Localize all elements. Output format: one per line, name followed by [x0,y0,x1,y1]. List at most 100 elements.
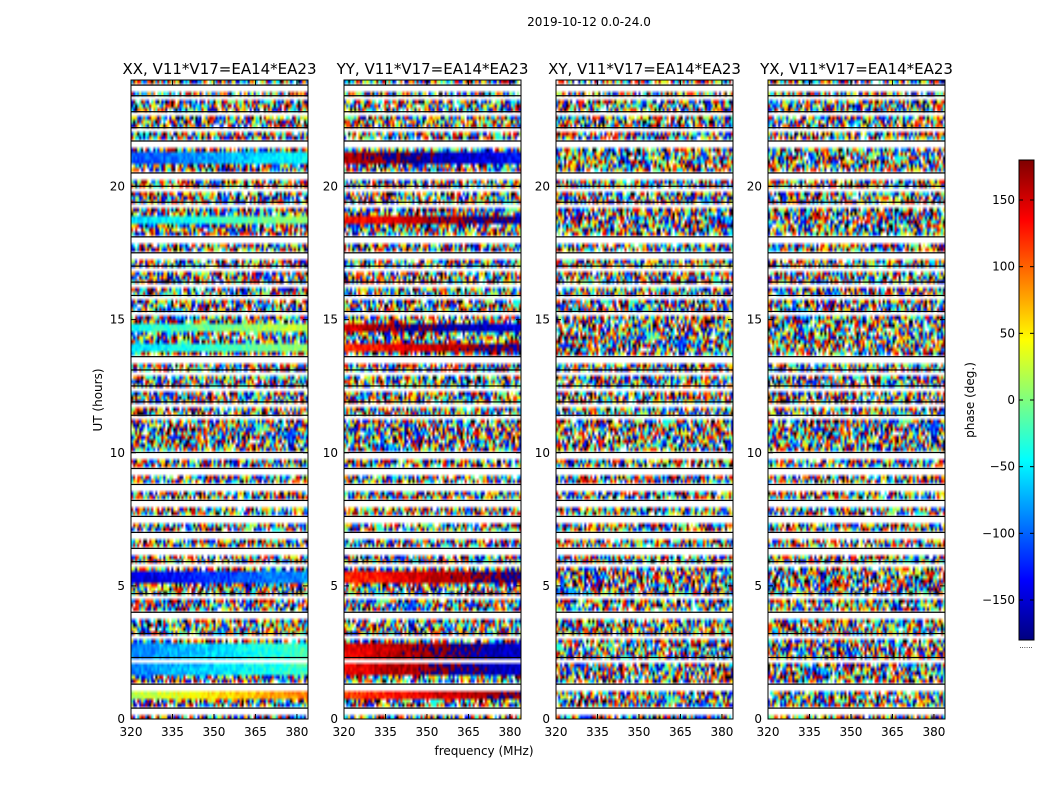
panel-3-row-edge-21 [556,281,733,283]
panel-1-row-edge-21 [131,281,308,283]
panel-3-row-edge-16 [556,385,733,387]
panel-4-row-edge-27 [768,172,945,174]
colorbar-tick-label: 0 [1007,393,1015,407]
panel-4-row-edge-7 [768,547,945,549]
panel-3-row-edge-14 [556,414,733,416]
y-tick-label: 10 [747,446,762,460]
panel-1-row-edge-26 [131,185,308,187]
panel-3-row-edge-12 [556,467,733,470]
panel-4-row-edge-5 [768,593,945,595]
y-tick-label: 5 [117,579,125,593]
panel-1-row-edge-27 [131,172,308,174]
x-tick-label: 365 [669,725,692,739]
panel-1: XX, V11*V17=EA14*EA23 320 335 350 365 380 0 5 10… [110,60,317,739]
panel-3-row-edge-10 [556,499,733,502]
panel-3-row-edge-15 [556,401,733,403]
panel-1-row-edge-9 [131,515,308,518]
y-tick-label: 20 [535,180,550,194]
panel-3-row-edge-19 [556,310,733,312]
panel-3-row-edge-8 [556,531,733,533]
panel-1-row-edge-3 [131,632,308,635]
panel-3-row-edge-3 [556,632,733,635]
panel-3-frame [555,79,734,720]
panel-3-row-edge-6 [556,561,733,563]
panel-2-row-edge-28 [344,140,521,142]
panel-4-row-edge-11 [768,483,945,486]
x-tick-label: 335 [374,725,397,739]
panel-2-row-edge-31 [344,95,521,97]
colorbar-label: phase (deg.) [963,362,977,438]
panel-4-row-edge-17 [768,369,945,371]
x-tick-label: 320 [757,725,780,739]
panel-3-row-edge-0 [556,707,733,709]
panel-1-row-edge-18 [131,356,308,358]
panel-2-row-edge-20 [344,294,521,297]
y-tick-label: 0 [542,712,550,726]
panel-4-row-edge-28 [768,140,945,142]
panel-4-row-edge-18 [768,356,945,358]
panel-2-row-edge-3 [344,632,521,635]
panel-2-row-edge-10 [344,499,521,502]
panel-2-row-edge-19 [344,310,521,312]
y-tick-label: 0 [754,712,762,726]
y-tick-label: 10 [110,446,125,460]
panel-4: YX, V11*V17=EA14*EA23 320 335 350 365 380 0 5 10… [747,60,953,739]
panel-2-row-edge-16 [344,385,521,387]
colorbar-tick-label: 50 [1000,326,1015,340]
panel-2-row-edge-21 [344,281,521,283]
panel-4-row-edge-21 [768,281,945,283]
colorbar-tick-label: −100 [982,526,1015,540]
panel-1-title: XX, V11*V17=EA14*EA23 [122,60,316,78]
panel-2-row-edge-12 [344,467,521,470]
panel-4-row-edge-3 [768,632,945,635]
panel-1-row-edge-5 [131,593,308,595]
panel-1-heatmap [131,80,308,719]
x-tick-label: 380 [710,725,733,739]
panel-1-row-edge-13 [131,451,308,454]
panel-2-row-edge-7 [344,547,521,549]
panel-2-row-edge-13 [344,451,521,454]
panel-4-row-edge-4 [768,611,945,613]
panel-1-row-edge-2 [131,656,308,659]
y-tick-label: 20 [110,180,125,194]
panel-1-row-edge-16 [131,385,308,387]
panel-1-row-edge-15 [131,401,308,403]
x-tick-label: 365 [244,725,267,739]
panel-3-row-edge-25 [556,201,733,203]
panel-4-row-edge-24 [768,236,945,238]
panel-3-row-edge-26 [556,185,733,187]
panel-1-row-edge-11 [131,483,308,486]
colorbar-tick-label: −150 [982,593,1015,607]
panel-1-row-edge-12 [131,467,308,470]
panel-2-row-edge-18 [344,356,521,358]
y-tick-label: 5 [754,579,762,593]
y-axis-label: UT (hours) [91,368,105,431]
panel-2-row-edge-11 [344,483,521,486]
panel-3-row-edge-27 [556,172,733,174]
panel-3-row-edge-13 [556,451,733,454]
panel-4-row-edge-15 [768,401,945,403]
panel-4-row-edge-0 [768,707,945,709]
panel-4-row-edge-29 [768,127,945,129]
x-tick-label: 350 [203,725,226,739]
panel-4-row-edge-10 [768,499,945,502]
x-tick-label: 380 [922,725,945,739]
x-tick-label: 320 [545,725,568,739]
x-tick-label: 365 [881,725,904,739]
panel-3-row-edge-9 [556,515,733,518]
panel-4-row-edge-20 [768,294,945,297]
x-tick-label: 320 [333,725,356,739]
panel-4-row-edge-6 [768,561,945,563]
panel-2-row-edge-2 [344,656,521,659]
y-tick-label: 20 [747,180,762,194]
x-tick-label: 350 [628,725,651,739]
panel-2-row-edge-29 [344,127,521,129]
panel-4-row-edge-9 [768,515,945,518]
panel-4-row-edge-19 [768,310,945,312]
panel-2-row-edge-26 [344,185,521,187]
panel-3-row-edge-22 [556,265,733,267]
panel-3: XY, V11*V17=EA14*EA23 320 335 350 365 380 0 5 10… [535,60,741,739]
colorbar: 150 100 50 0 −50 −100 −150 [982,159,1035,641]
colorbar-tick-label: 100 [992,260,1015,274]
